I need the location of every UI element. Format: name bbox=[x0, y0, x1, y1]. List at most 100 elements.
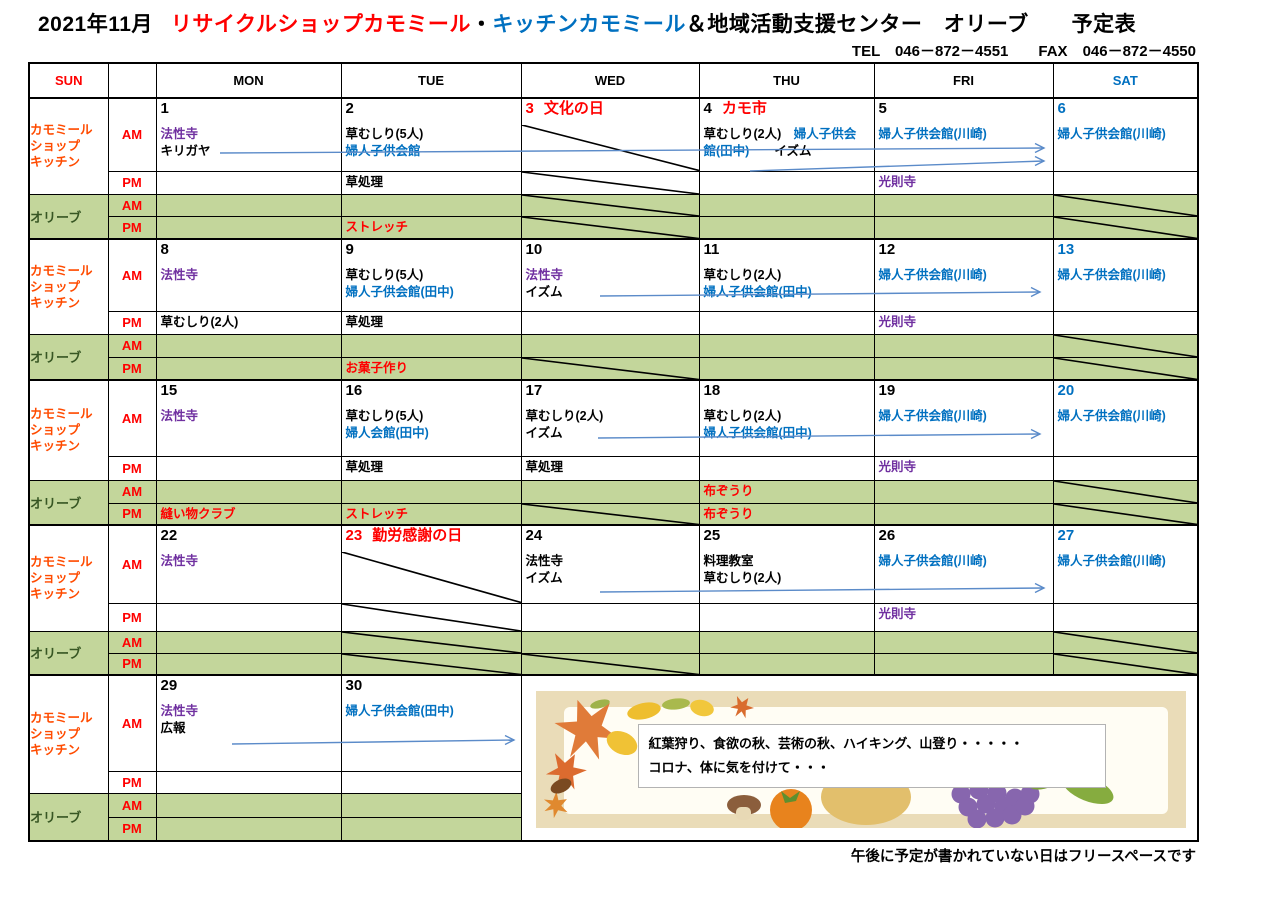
shop-label-line: カモミール bbox=[30, 555, 93, 570]
svg bbox=[1054, 195, 1198, 216]
day-number-row: 12 bbox=[875, 241, 1052, 259]
line bbox=[522, 172, 699, 194]
day-number: 25 bbox=[703, 527, 721, 544]
svg bbox=[1054, 217, 1198, 239]
entry-line: 婦人子供会館(田中) bbox=[346, 703, 519, 720]
line bbox=[342, 604, 521, 631]
entry-text: 草むしり(2人) bbox=[703, 409, 782, 423]
day-23-olive-pm bbox=[340, 652, 522, 676]
entry-text: 婦人会館(田中) bbox=[345, 426, 429, 440]
shop-label-line: キッチン bbox=[30, 295, 81, 310]
day-number: 4 bbox=[703, 100, 712, 117]
cell-content: ストレッチ bbox=[342, 217, 520, 237]
svg bbox=[522, 358, 699, 380]
day-16-am: 16 草むしり(5人) 婦人会館(田中) bbox=[340, 379, 522, 457]
entry-text: 草むしり(2人) bbox=[525, 409, 604, 423]
cell-content: 草むしり(2人) bbox=[157, 312, 340, 332]
calendar-row-olive-pm: PM ストレッチ bbox=[29, 215, 1199, 240]
day-number-row: 26 bbox=[875, 527, 1052, 545]
svg bbox=[342, 632, 521, 653]
entry-line: 婦人子供会館(川崎) bbox=[879, 408, 1051, 425]
day-number: 5 bbox=[878, 100, 887, 117]
cell-content: 草むしり(2人) 婦人子供会館(田中) bbox=[700, 259, 873, 303]
line bbox=[1054, 335, 1198, 357]
entry-text: 草むしり(5人) bbox=[345, 409, 424, 423]
entry-text: 法性寺 bbox=[525, 554, 564, 568]
entry-text: 広報 bbox=[160, 721, 186, 735]
cell-content: 草むしり(2人) 婦人子供会 館(田中) イズム bbox=[700, 118, 873, 162]
title-rest: ＆地域活動支援センター オリーブ 予定表 bbox=[685, 13, 1137, 36]
calendar-row-pm: PM 光則寺 bbox=[29, 602, 1199, 632]
header-sat: SAT bbox=[1052, 62, 1199, 99]
shop-label-line: キッチン bbox=[30, 155, 81, 170]
entry-line: 光則寺 bbox=[879, 314, 1051, 331]
line bbox=[522, 504, 699, 525]
day-6-olive-am bbox=[1052, 193, 1199, 217]
shop-kitchen-label: カモミール ショップ キッチン bbox=[28, 379, 109, 481]
pm-label: PM bbox=[107, 455, 157, 481]
shop-label-line: ショップ bbox=[30, 571, 81, 586]
olive-label: オリーブ bbox=[28, 479, 109, 526]
day-number: 1 bbox=[160, 100, 169, 117]
calendar-row-olive-am: オリーブ AM bbox=[28, 193, 1199, 240]
entry-text: 婦人子供会館(川崎) bbox=[1057, 554, 1166, 568]
entry-text: 婦人子供会 bbox=[793, 127, 857, 141]
autumn-banner: 紅葉狩り、食欲の秋、芸術の秋、ハイキング、山登り・・・・・ コロナ、体に気を付け… bbox=[535, 691, 1186, 828]
calendar-row-pm: PM 草処理 光則寺 bbox=[29, 170, 1199, 195]
cell-content: 光則寺 bbox=[875, 604, 1052, 624]
entry-text: 館(田中) bbox=[703, 144, 750, 158]
entry-line: 法性寺 bbox=[526, 267, 697, 284]
line bbox=[342, 654, 521, 675]
shop-label-line: ショップ bbox=[30, 423, 81, 438]
path bbox=[553, 699, 620, 760]
day-number-row: 15 bbox=[157, 382, 340, 400]
calendar-row-am: カモミール ショップ キッチン AM 29 法性寺 広報 30 婦人子供会館(田中) bbox=[28, 674, 1199, 842]
cell-content: 草処理 bbox=[342, 172, 520, 192]
entry-text: 草むしり(5人) bbox=[345, 127, 424, 141]
fax-number: FAX 046－872－4550 bbox=[1038, 43, 1196, 60]
entry-text: 草むしり(5人) bbox=[345, 268, 424, 282]
day-25-olive-am bbox=[698, 630, 875, 654]
day-16-pm: 草処理 bbox=[340, 455, 522, 481]
day-29-olive-am bbox=[155, 792, 342, 818]
day-22-pm bbox=[155, 602, 342, 632]
day-30-pm bbox=[340, 770, 522, 794]
day-4-pm bbox=[698, 170, 875, 195]
day-number-row: 5 bbox=[875, 100, 1052, 118]
entry-line: 婦人子供会館(田中) bbox=[346, 284, 519, 301]
olive-am-label: AM bbox=[107, 479, 157, 504]
day-24-olive-am bbox=[520, 630, 700, 654]
day-13-am: 13 婦人子供会館(川崎) bbox=[1052, 238, 1199, 312]
svg bbox=[342, 654, 521, 675]
banner-message: 紅葉狩り、食欲の秋、芸術の秋、ハイキング、山登り・・・・・ コロナ、体に気を付け… bbox=[637, 724, 1106, 788]
calendar-row-olive-am: オリーブ AM 布ぞうり bbox=[28, 479, 1199, 526]
holiday-label: 勤労感謝の日 bbox=[372, 527, 463, 544]
cell-content: 光則寺 bbox=[875, 172, 1052, 192]
day-23-pm bbox=[340, 602, 522, 632]
entry-text: 料理教室 bbox=[703, 554, 754, 568]
day-19-am: 19 婦人子供会館(川崎) bbox=[873, 379, 1054, 457]
day-20-olive-pm bbox=[1052, 502, 1199, 526]
svg bbox=[522, 125, 699, 171]
day-number: 9 bbox=[345, 241, 354, 258]
day-6-am: 6 婦人子供会館(川崎) bbox=[1052, 97, 1199, 172]
ellipse bbox=[626, 702, 661, 720]
entry-line: 草むしり(2人) bbox=[704, 570, 872, 587]
shop-kitchen-label: カモミール ショップ キッチン bbox=[28, 97, 109, 195]
entry-text: 光則寺 bbox=[878, 314, 917, 329]
strikethrough-line bbox=[1054, 217, 1198, 239]
day-number: 11 bbox=[703, 241, 720, 258]
day-15-pm bbox=[155, 455, 342, 481]
ginkgo-leaves-icon bbox=[550, 698, 714, 794]
shop-label-line: カモミール bbox=[30, 407, 93, 422]
line bbox=[1054, 632, 1198, 653]
cell-content: 婦人子供会館(川崎) bbox=[1054, 118, 1197, 145]
olive-am-label: AM bbox=[107, 333, 157, 358]
strikethrough-line bbox=[1054, 358, 1198, 380]
day-number: 13 bbox=[1057, 241, 1075, 258]
day-17-olive-am bbox=[520, 479, 700, 504]
am-label: AM bbox=[107, 524, 157, 604]
ellipse bbox=[661, 698, 690, 710]
olive-pm-label: PM bbox=[107, 652, 157, 676]
cell-content: 布ぞうり bbox=[700, 504, 873, 524]
